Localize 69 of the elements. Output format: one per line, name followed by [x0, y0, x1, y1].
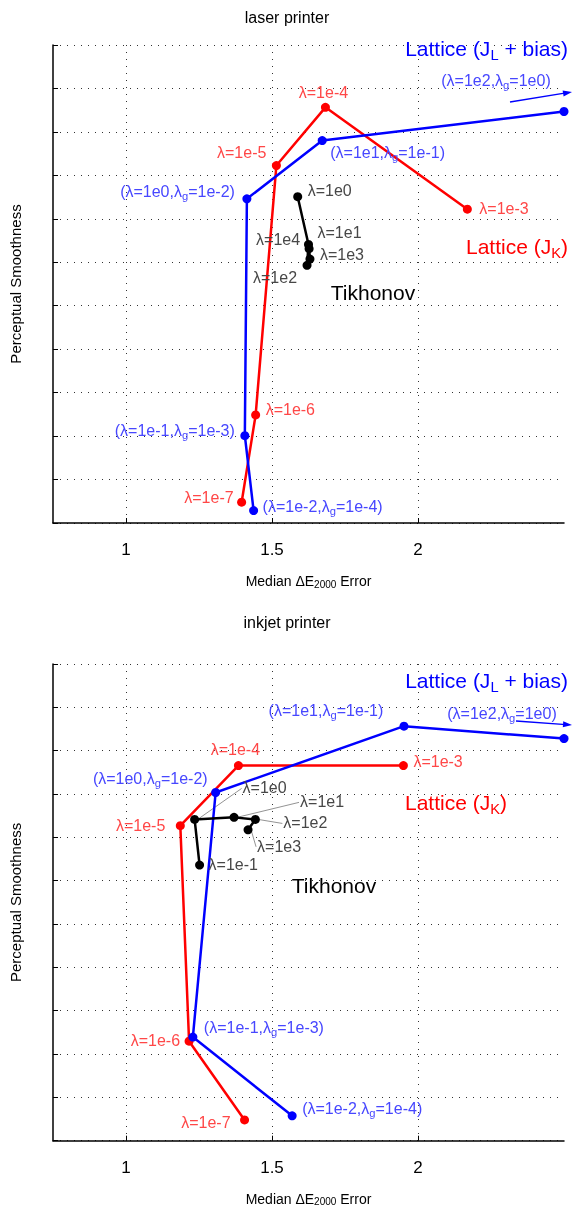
annotation: (λ=1e-2,λ$_{g}$=1e-4): [262, 497, 383, 517]
annotation: λ=1e3: [319, 246, 364, 264]
point: [233, 761, 243, 771]
annotation: λ=1e-6: [130, 1032, 181, 1050]
annotation: (λ=1e-2,λ$_{g}$=1e-4): [302, 1099, 423, 1120]
point: [250, 814, 260, 824]
annotation: λ=1e-5: [115, 816, 166, 834]
series-label: Lattice (J$_{K}$): [405, 790, 507, 817]
series-label: Lattice (J$_{K}$): [466, 234, 568, 261]
series-label: Tikhonov: [330, 280, 416, 304]
point: [211, 788, 221, 797]
x-tick-label: 2: [413, 1157, 423, 1177]
annotation: λ=1e-7: [181, 1113, 231, 1131]
annotation: (λ=1e0,λ$_{g}$=1e-2): [92, 769, 208, 789]
point: [229, 812, 239, 822]
point: [271, 161, 281, 171]
point: [399, 721, 409, 731]
annotation: λ=1e-5: [217, 143, 267, 161]
x-tick-label: 1.5: [260, 540, 284, 559]
annotation: (λ=1e-1,λ$_{g}$=1e-3): [203, 1019, 324, 1039]
point: [317, 136, 327, 146]
point: [293, 192, 303, 202]
x-tick-label: 2: [413, 540, 423, 559]
annotation: λ=1e-6: [265, 400, 316, 418]
chart-title: laser printer: [244, 8, 330, 26]
annotation: λ=1e-3: [479, 200, 529, 218]
point: [240, 431, 250, 441]
point: [462, 204, 472, 214]
annotation: (λ=1e-1,λ$_{g}$=1e-3): [114, 421, 235, 442]
point: [190, 814, 200, 824]
point: [287, 1111, 297, 1121]
point: [240, 1115, 250, 1125]
annotation: λ=1e-4: [298, 84, 349, 102]
point: [251, 410, 261, 420]
x-tick-label: 1: [121, 1157, 131, 1177]
annotation: λ=1e0: [242, 779, 287, 797]
text: (λ=1e2,λ$_{g}$=1e0): [441, 72, 551, 92]
point: [237, 497, 247, 507]
y-axis-title: Perceptual Smoothness: [7, 204, 24, 364]
annotation: λ=1e-4: [210, 740, 261, 758]
point: [398, 761, 408, 771]
y-axis-title: Perceptual Smoothness: [7, 822, 24, 982]
x-tick-label: 1.5: [260, 1157, 284, 1177]
x-tick-label: 1: [121, 540, 131, 559]
text: Tikhonov: [291, 873, 377, 897]
annotation: λ=1e1: [300, 793, 345, 811]
text: (λ=1e2,λ$_{g}$=1e0): [447, 705, 557, 725]
point: [243, 825, 253, 835]
text: Lattice (J$_{L}$ + bias): [405, 36, 568, 63]
annotation: λ=1e3: [257, 837, 302, 855]
chart-title: inkjet printer: [243, 613, 332, 631]
point: [249, 506, 259, 516]
point: [175, 821, 185, 831]
annotation: λ=1e-3: [413, 752, 463, 770]
annotation: λ=1e2: [283, 814, 328, 832]
annotation: λ=1e0: [307, 181, 352, 199]
point: [305, 254, 315, 264]
series-label: Lattice (J$_{L}$ + bias): [405, 668, 568, 695]
point: [304, 244, 314, 254]
point: [195, 860, 205, 870]
point: [188, 1032, 198, 1042]
point: [559, 734, 569, 744]
annotation: (λ=1e0,λ$_{g}$=1e-2): [120, 182, 235, 203]
point: [242, 194, 252, 204]
point: [559, 107, 569, 116]
annotation: λ=1e-7: [184, 489, 234, 507]
point: [320, 102, 330, 112]
annotation: λ=1e1: [317, 223, 362, 241]
annotation: (λ=1e1,λ$_{g}$=1e-1): [268, 702, 384, 722]
